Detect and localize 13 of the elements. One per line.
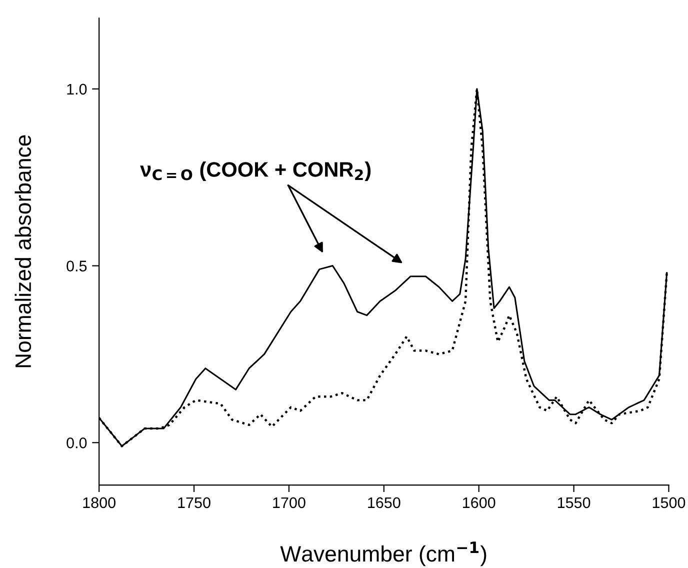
x-tick-label: 1750 — [178, 497, 210, 508]
y-tick-label: 1.0 — [67, 84, 87, 95]
annotation: ν$_{C=O}$ (COOK + CONR$_{2}$) — [140, 162, 371, 181]
x-tick-label: 1650 — [368, 497, 400, 508]
x-tick-label: 1700 — [273, 497, 306, 508]
x-tick-label: 1550 — [558, 497, 590, 508]
x-tick-label: 1600 — [463, 497, 496, 508]
x-tick-label: 1800 — [83, 497, 116, 508]
y-axis-title: Normalized absorbance — [14, 135, 32, 368]
x-tick-label: 1500 — [652, 497, 686, 508]
y-tick-label: 0.5 — [66, 260, 87, 272]
x-axis-title: Wavenumber (cm$^{−1}$) — [280, 542, 486, 566]
y-tick-label: 0.0 — [66, 437, 87, 448]
